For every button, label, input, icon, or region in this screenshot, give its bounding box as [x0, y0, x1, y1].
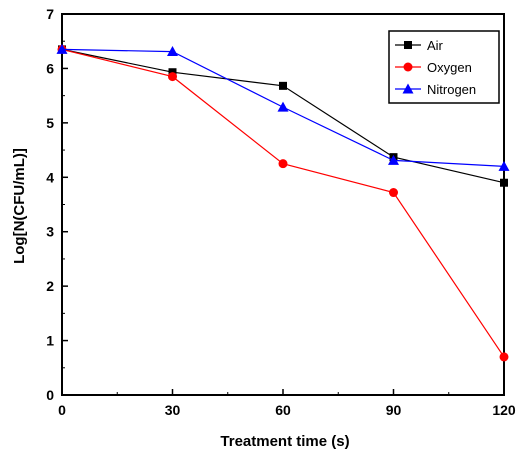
data-point-oxygen [499, 352, 509, 362]
x-axis-title: Treatment time (s) [220, 433, 349, 450]
x-axis: 0 30 60 90 120 [58, 389, 516, 418]
y-tick-label: 3 [46, 224, 54, 240]
x-tick-label: 60 [275, 402, 291, 418]
data-point-air [500, 178, 508, 187]
data-point-oxygen [168, 72, 177, 82]
legend-marker-air [404, 41, 412, 49]
data-point-air [279, 81, 287, 90]
data-point-oxygen [278, 159, 288, 169]
data-point-nitrogen [56, 43, 68, 54]
y-axis-title: Log[N(CFU/mL)] [11, 148, 28, 264]
legend-label-oxygen: Oxygen [427, 60, 472, 75]
series-layer [56, 43, 510, 362]
y-tick-label: 0 [46, 387, 54, 403]
x-tick-label: 90 [386, 402, 402, 418]
data-point-nitrogen [277, 101, 289, 112]
data-point-nitrogen [388, 154, 399, 165]
legend-marker-oxygen [403, 62, 413, 72]
series-nitrogen [56, 43, 510, 171]
legend-marker-nitrogen [402, 83, 414, 94]
y-tick-label: 1 [46, 333, 54, 349]
x-tick-label: 0 [58, 402, 66, 418]
y-tick-label: 4 [46, 169, 54, 185]
legend: Air Oxygen Nitrogen [388, 30, 500, 104]
data-point-nitrogen [167, 46, 178, 57]
y-tick-label: 7 [46, 6, 54, 22]
y-tick-label: 2 [46, 278, 54, 294]
y-tick-label: 6 [46, 60, 54, 76]
data-point-nitrogen [498, 160, 510, 171]
y-tick-label: 5 [46, 115, 54, 131]
data-point-oxygen [389, 188, 398, 198]
legend-label-air: Air [427, 38, 444, 53]
legend-label-nitrogen: Nitrogen [427, 82, 476, 97]
y-axis: 0 1 2 3 4 5 6 7 [46, 6, 68, 403]
x-tick-label: 30 [165, 402, 181, 418]
x-tick-label: 120 [492, 402, 516, 418]
